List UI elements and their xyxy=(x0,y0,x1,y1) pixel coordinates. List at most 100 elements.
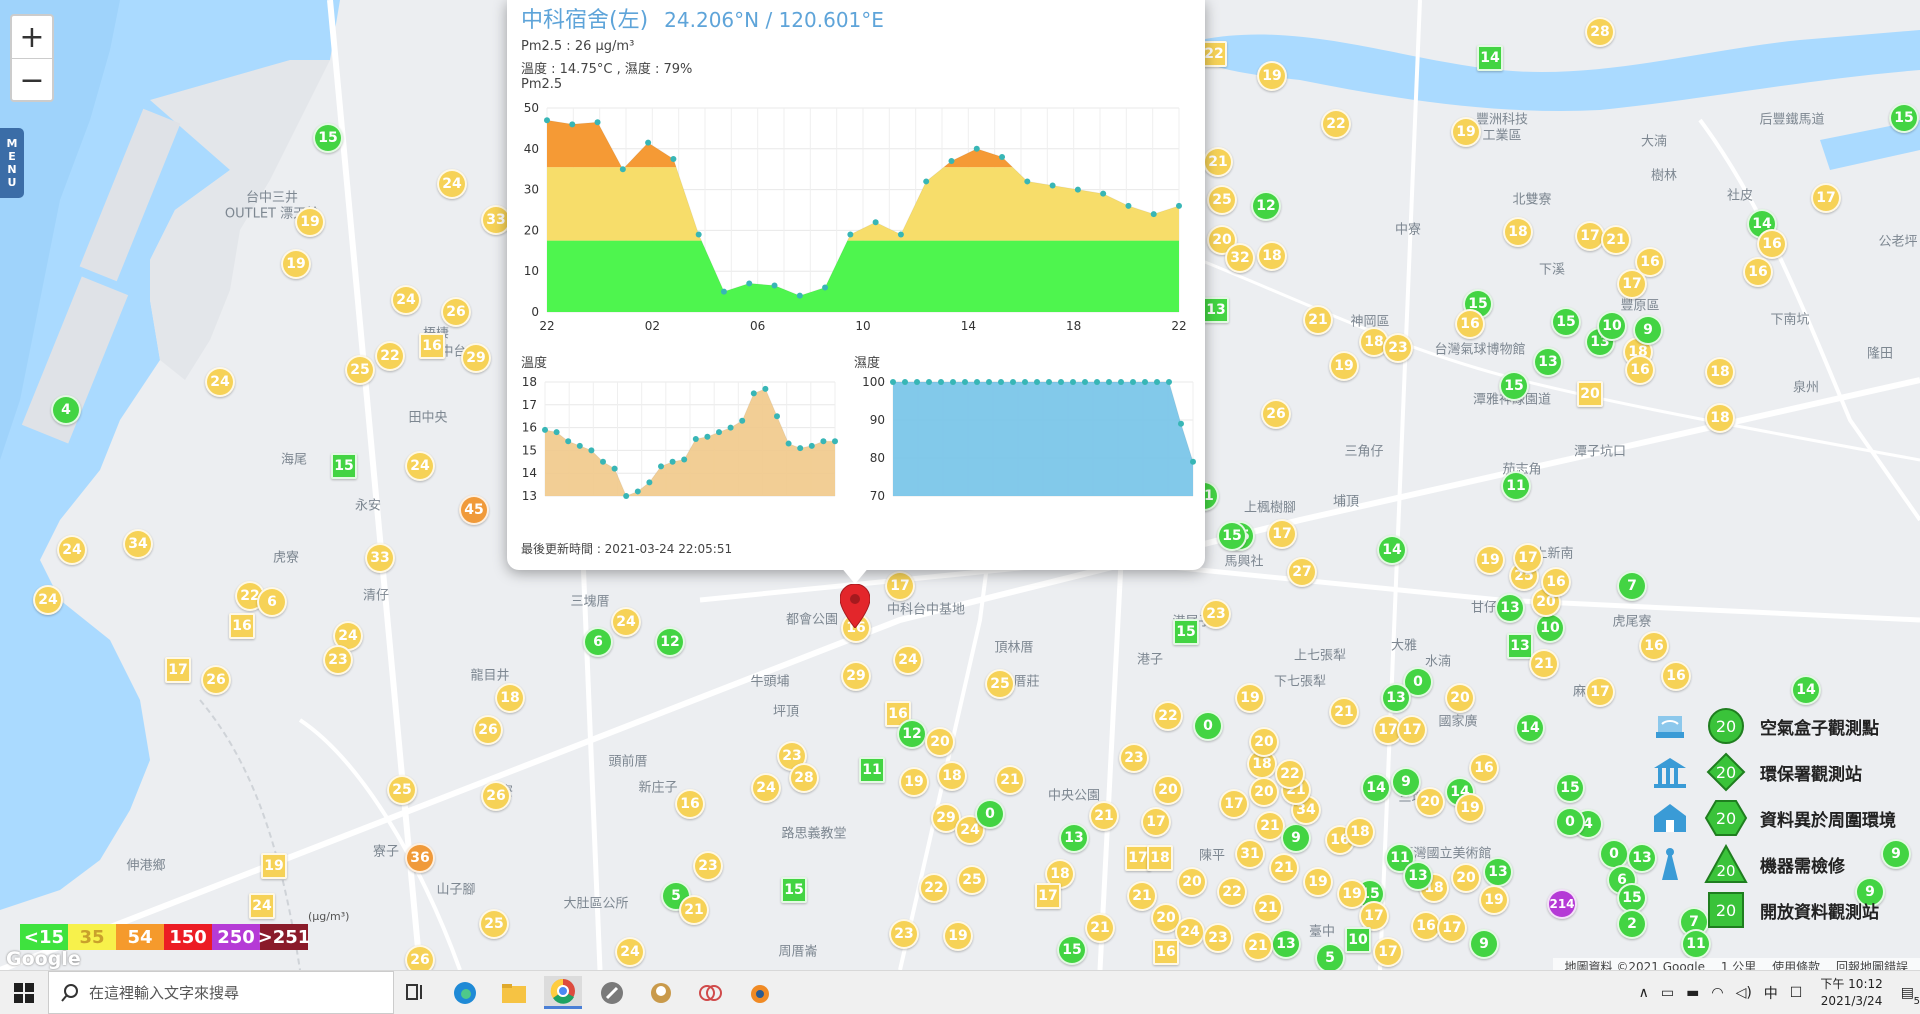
station-marker[interactable]: 10 xyxy=(1597,311,1627,341)
ime-mode-icon[interactable]: ☐ xyxy=(1789,984,1803,1001)
station-marker[interactable]: 11 xyxy=(1385,843,1415,873)
station-marker[interactable]: 14 xyxy=(1477,45,1503,71)
station-marker[interactable]: 24 xyxy=(611,607,641,637)
station-marker[interactable]: 24 xyxy=(249,893,275,919)
station-marker[interactable]: 16 xyxy=(1625,355,1655,385)
station-marker[interactable]: 21 xyxy=(1085,913,1115,943)
station-marker[interactable]: 23 xyxy=(1201,599,1231,629)
station-marker[interactable]: 24 xyxy=(615,937,645,967)
station-marker[interactable]: 21 xyxy=(1303,305,1333,335)
station-marker[interactable]: 13 xyxy=(1495,593,1525,623)
station-marker[interactable]: 16 xyxy=(675,789,705,819)
station-marker[interactable]: 19 xyxy=(1455,793,1485,823)
battery-icon[interactable]: ▬ xyxy=(1686,984,1700,1001)
station-marker[interactable]: 13 xyxy=(1507,633,1533,659)
station-marker[interactable]: 45 xyxy=(459,495,489,525)
station-marker[interactable]: 16 xyxy=(1743,257,1773,287)
station-marker[interactable]: 21 xyxy=(1089,801,1119,831)
station-marker[interactable]: 21 xyxy=(1269,853,1299,883)
station-marker[interactable]: 2 xyxy=(1617,909,1647,939)
station-marker[interactable]: 17 xyxy=(1219,789,1249,819)
station-marker[interactable]: 19 xyxy=(1257,61,1287,91)
station-marker[interactable]: 12 xyxy=(655,627,685,657)
station-marker[interactable]: 24 xyxy=(391,285,421,315)
station-marker[interactable]: 21 xyxy=(679,895,709,925)
task-view-icon[interactable] xyxy=(397,976,435,1009)
station-marker[interactable]: 24 xyxy=(437,169,467,199)
station-marker[interactable]: 23 xyxy=(323,645,353,675)
zoom-out-button[interactable]: − xyxy=(19,62,45,98)
station-marker[interactable]: 13 xyxy=(1483,857,1513,887)
station-marker[interactable]: 18 xyxy=(1503,217,1533,247)
station-marker[interactable]: 15 xyxy=(313,123,343,153)
station-marker[interactable]: 11 xyxy=(1681,929,1711,959)
station-marker[interactable]: 0 xyxy=(1193,711,1223,741)
station-marker[interactable]: 25 xyxy=(985,669,1015,699)
network-icon[interactable]: ▭ xyxy=(1660,984,1675,1001)
station-marker[interactable]: 16 xyxy=(1469,753,1499,783)
station-marker[interactable]: 26 xyxy=(201,665,231,695)
station-marker[interactable]: 29 xyxy=(841,661,871,691)
station-marker[interactable]: 17 xyxy=(885,571,915,601)
station-marker[interactable]: 16 xyxy=(1757,229,1787,259)
station-marker[interactable]: 18 xyxy=(1257,241,1287,271)
station-marker[interactable]: 24 xyxy=(893,645,923,675)
station-marker[interactable]: 26 xyxy=(441,297,471,327)
station-marker[interactable]: 13 xyxy=(1403,861,1433,891)
station-marker[interactable]: 20 xyxy=(1445,683,1475,713)
station-marker[interactable]: 21 xyxy=(1127,881,1157,911)
station-marker[interactable]: 13 xyxy=(1381,683,1411,713)
station-marker[interactable]: 5 xyxy=(1315,943,1345,970)
blender-icon[interactable] xyxy=(740,976,778,1009)
station-marker[interactable]: 9 xyxy=(1881,839,1911,869)
system-clock[interactable]: 下午 10:12 2021/3/24 xyxy=(1820,976,1882,1010)
station-marker[interactable]: 13 xyxy=(1203,297,1229,323)
station-marker[interactable]: 6 xyxy=(583,627,613,657)
station-marker[interactable]: 20 xyxy=(925,727,955,757)
station-marker[interactable]: 15 xyxy=(781,877,807,903)
station-marker[interactable]: 19 xyxy=(943,921,973,951)
notification-icon[interactable]: ▤ 5 xyxy=(1900,984,1920,1007)
station-marker[interactable]: 24 xyxy=(1175,917,1205,947)
station-marker[interactable]: 23 xyxy=(693,851,723,881)
wifi-icon[interactable]: ◠ xyxy=(1711,984,1724,1001)
station-marker[interactable]: 17 xyxy=(1513,543,1543,573)
station-marker[interactable]: 9 xyxy=(1633,315,1663,345)
station-marker[interactable]: 34 xyxy=(1291,795,1321,825)
station-marker[interactable]: 17 xyxy=(1617,269,1647,299)
station-marker[interactable]: 15 xyxy=(1889,103,1919,133)
station-marker[interactable]: 22 xyxy=(1321,109,1351,139)
station-marker[interactable]: 22 xyxy=(1153,701,1183,731)
station-marker[interactable]: 18 xyxy=(1705,403,1735,433)
station-marker[interactable]: 21 xyxy=(1601,225,1631,255)
station-marker[interactable]: 25 xyxy=(479,909,509,939)
station-marker[interactable]: 12 xyxy=(897,719,927,749)
station-marker[interactable]: 17 xyxy=(1397,715,1427,745)
station-marker[interactable]: 23 xyxy=(1383,333,1413,363)
station-marker[interactable]: 14 xyxy=(1361,773,1391,803)
station-marker[interactable]: 25 xyxy=(957,865,987,895)
station-marker[interactable]: 20 xyxy=(1151,903,1181,933)
station-marker[interactable]: 11 xyxy=(859,757,885,783)
station-marker[interactable]: 17 xyxy=(165,657,191,683)
station-marker[interactable]: 25 xyxy=(345,355,375,385)
station-marker[interactable]: 20 xyxy=(1207,225,1237,255)
station-marker[interactable]: 17 xyxy=(1141,807,1171,837)
station-marker[interactable]: 20 xyxy=(1577,381,1603,407)
station-marker[interactable]: 36 xyxy=(405,843,435,873)
station-marker[interactable]: 21 xyxy=(1255,811,1285,841)
station-marker[interactable]: 26 xyxy=(473,715,503,745)
station-marker[interactable]: 18 xyxy=(495,683,525,713)
station-marker[interactable]: 21 xyxy=(1253,893,1283,923)
ime-indicator[interactable]: 中 xyxy=(1763,985,1778,1002)
station-marker[interactable]: 23 xyxy=(1119,743,1149,773)
chrome-browser-icon[interactable] xyxy=(544,976,582,1009)
station-marker[interactable]: 19 xyxy=(1479,885,1509,915)
station-marker[interactable]: 16 xyxy=(1661,661,1691,691)
station-marker[interactable]: 16 xyxy=(1541,567,1571,597)
station-marker[interactable]: 20 xyxy=(1153,775,1183,805)
location-pin-icon[interactable] xyxy=(839,583,871,632)
station-marker[interactable]: 0 xyxy=(975,799,1005,829)
station-marker[interactable]: 26 xyxy=(481,781,511,811)
